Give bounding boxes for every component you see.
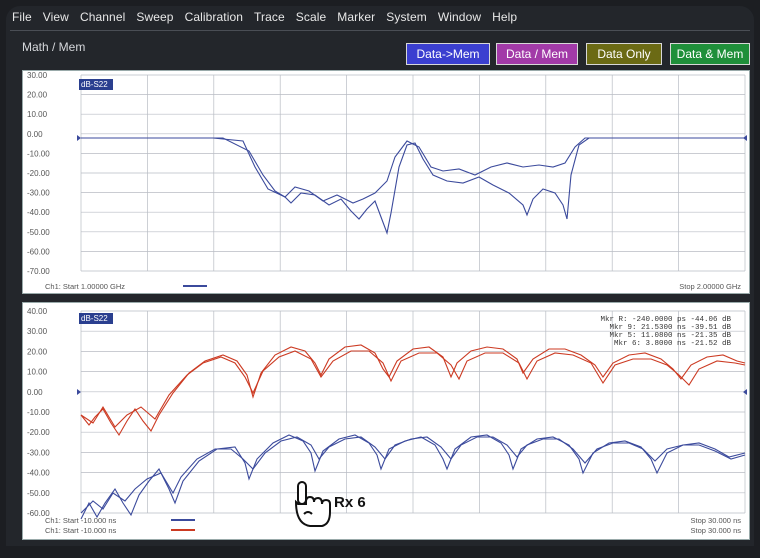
marker-readout-6: Mkr 6: 3.8000 ns -21.52 dB [614,340,732,348]
menu-scale[interactable]: Scale [295,10,327,24]
rx6-callout: Rx 6 [292,480,372,530]
data-div-mem-button[interactable]: Data / Mem [496,43,578,65]
bottom-y-tick-label: -30.00 [27,448,50,457]
top-stop-label: Stop 2.00000 GHz [679,282,741,291]
red-trace-memory [80,350,746,428]
marker-readout-r: Mkr R: -240.0000 ps -44.06 dB [600,316,731,324]
top-y-tick-label: 0.00 [27,130,43,139]
status-bar [0,546,760,558]
top-trace-data [81,137,745,235]
time-plot-svg: 40.00 30.00 20.00 10.00 0.00 -10.00 -20.00 -30.… [27,307,747,535]
top-trace-memory [81,137,745,204]
bottom-y-tick-label: 30.00 [27,327,48,336]
top-trace-badge [79,79,113,90]
toolbar-title: Math / Mem [22,40,86,54]
top-y-tick-label: 30.00 [27,71,48,80]
top-y-tick-label: -40.00 [27,208,50,217]
bottom-y-tick-label: 0.00 [27,388,43,397]
top-grid [80,74,746,272]
top-y-tick-label: -20.00 [27,169,50,178]
top-y-tick-label: -70.00 [27,267,50,276]
top-y-tick-label: 10.00 [27,110,48,119]
menu-window[interactable]: Window [437,10,482,24]
data-and-mem-button[interactable]: Data & Mem [670,43,750,65]
bottom-y-ticks: 40.00 30.00 20.00 10.00 0.00 -10.00 -20.00 -30.… [27,307,50,518]
menu-view[interactable]: View [42,10,69,24]
time-domain-plot[interactable]: 40.00 30.00 20.00 10.00 0.00 -10.00 -20.00 -30.… [22,302,750,540]
rx6-label: Rx 6 [334,494,366,511]
menu-calibration[interactable]: Calibration [184,10,244,24]
frequency-plot-svg: 30.00 20.00 10.00 0.00 -10.00 -20.00 -30.00 -40… [27,71,747,291]
top-y-tick-label: -30.00 [27,189,50,198]
menu-bar: File View Channel Sweep Calibration Trac… [6,6,754,28]
bottom-stop-label-2: Stop 30.000 ns [691,526,742,535]
top-trace-label: dB-S22 [81,80,108,89]
top-y-tick-label: -50.00 [27,228,50,237]
bottom-reference-marker-right [743,389,747,395]
top-start-label: Ch1: Start 1.00000 GHz [45,282,125,291]
bottom-start-label-1: Ch1: Start -10.000 ns [45,516,117,525]
top-y-tick-label: 20.00 [27,91,48,100]
bottom-y-tick-label: -20.00 [27,428,50,437]
menu-sweep[interactable]: Sweep [136,10,174,24]
bottom-y-tick-label: 40.00 [27,307,48,316]
menu-help[interactable]: Help [492,10,518,24]
marker-readout-5: Mkr 5: 11.0800 ns -21.35 dB [609,332,731,340]
menu-system[interactable]: System [386,10,427,24]
menu-channel[interactable]: Channel [79,10,126,24]
bottom-y-tick-label: -60.00 [27,509,50,518]
bottom-start-label-2: Ch1: Start -10.000 ns [45,526,117,535]
top-reference-marker [77,135,81,141]
bottom-stop-label-1: Stop 30.000 ns [691,516,742,525]
bottom-y-tick-label: -40.00 [27,469,50,478]
marker-readout-9: Mkr 9: 21.5300 ns -39.51 dB [609,324,731,332]
top-reference-marker-right [743,135,747,141]
math-mem-toolbar: Math / Mem Data->Mem Data / Mem Data Onl… [10,30,750,69]
menu-trace[interactable]: Trace [254,10,285,24]
analyzer-window: File View Channel Sweep Calibration Trac… [6,6,754,558]
bottom-reference-marker [77,389,81,395]
top-y-ticks: 30.00 20.00 10.00 0.00 -10.00 -20.00 -30.00 -40… [27,71,50,276]
menu-file[interactable]: File [12,10,32,24]
bottom-y-tick-label: 10.00 [27,368,48,377]
blue-trace-memory [80,436,746,514]
bottom-y-tick-label: 20.00 [27,347,48,356]
red-trace-data [80,344,746,437]
top-y-tick-label: -60.00 [27,247,50,256]
frequency-domain-plot[interactable]: 30.00 20.00 10.00 0.00 -10.00 -20.00 -30.00 -40… [22,70,750,294]
pointing-hand-icon [294,481,331,527]
menu-marker[interactable]: Marker [337,10,376,24]
bottom-y-tick-label: -50.00 [27,489,50,498]
data-only-button[interactable]: Data Only [586,43,662,65]
data-to-mem-button[interactable]: Data->Mem [406,43,490,65]
top-y-tick-label: -10.00 [27,149,50,158]
bottom-trace-badge [79,313,113,324]
bottom-y-tick-label: -10.00 [27,408,50,417]
bottom-trace-label: dB-S22 [81,314,108,323]
